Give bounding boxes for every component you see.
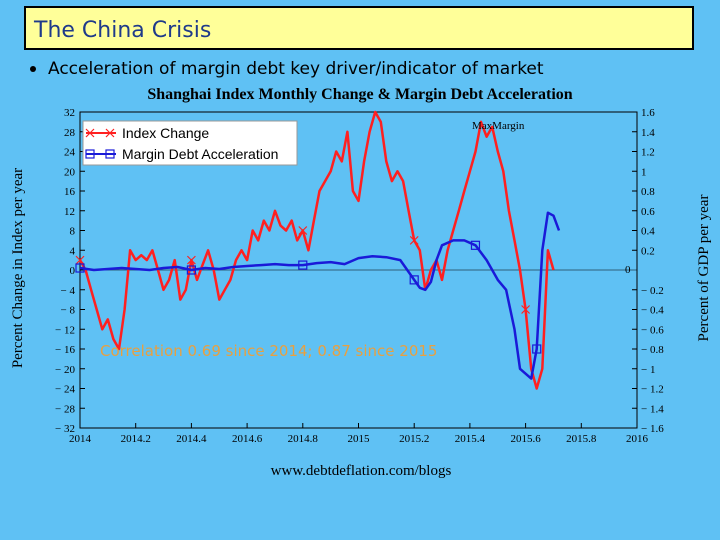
right-zero-label: 0 bbox=[625, 264, 631, 276]
x-tick-label: 2015.6 bbox=[510, 433, 541, 445]
y-right-tick-label: 1.6 bbox=[641, 107, 655, 119]
index-marker bbox=[75, 255, 85, 265]
x-tick-label: 2014.6 bbox=[232, 433, 263, 445]
y-left-tick-label: 4 bbox=[70, 245, 76, 257]
slide-title-box: The China Crisis bbox=[24, 6, 694, 50]
x-tick-label: 2014.4 bbox=[176, 433, 207, 445]
index-marker bbox=[521, 305, 531, 314]
y-left-tick-label: − 4 bbox=[61, 285, 76, 297]
margin-marker bbox=[409, 275, 419, 285]
margin-marker bbox=[186, 265, 196, 275]
y-left-tick-label: − 8 bbox=[61, 305, 76, 317]
legend-label: Margin Debt Acceleration bbox=[122, 146, 278, 162]
x-tick-label: 2015.4 bbox=[455, 433, 486, 445]
y-right-tick-label: − 0.2 bbox=[641, 285, 664, 297]
series-line-margin-debt bbox=[79, 211, 561, 380]
legend-marker bbox=[85, 128, 95, 138]
margin-marker bbox=[470, 240, 481, 250]
slide-title: The China Crisis bbox=[34, 18, 212, 43]
y-right-tick-label: − 1 bbox=[641, 364, 655, 376]
margin-marker bbox=[532, 344, 542, 354]
max-margin-label: MaxMargin bbox=[472, 120, 525, 132]
x-tick-label: 2015.2 bbox=[399, 433, 429, 445]
y-right-tick-label: − 1.6 bbox=[641, 423, 664, 435]
y-right-tick-label: − 0.4 bbox=[641, 305, 664, 317]
y-right-tick-label: − 1.4 bbox=[641, 403, 664, 415]
y-left-tick-label: − 12 bbox=[55, 324, 75, 336]
legend-marker bbox=[105, 128, 115, 138]
y-left-tick-label: 12 bbox=[64, 206, 75, 218]
y-right-tick-label: 1.2 bbox=[641, 147, 655, 159]
legend-marker bbox=[105, 149, 115, 159]
x-tick-label: 2015.8 bbox=[566, 433, 597, 445]
y-right-tick-label: − 1.2 bbox=[641, 384, 664, 396]
y-right-tick-label: 0.6 bbox=[641, 206, 655, 218]
y-left-tick-label: − 24 bbox=[55, 384, 75, 396]
legend: Index Change Margin Debt Acceleration bbox=[82, 120, 298, 166]
y-left-tick-label: 28 bbox=[64, 127, 76, 139]
bullet-text: Acceleration of margin debt key driver/i… bbox=[48, 59, 544, 79]
x-tick-label: 2016 bbox=[626, 433, 649, 445]
source-label: www.debtdeflation.com/blogs bbox=[271, 463, 452, 479]
y-left-tick-label: − 28 bbox=[55, 403, 75, 415]
chart-title: Shanghai Index Monthly Change & Margin D… bbox=[147, 86, 572, 103]
margin-marker bbox=[75, 263, 85, 273]
y-right-tick-label: 0.4 bbox=[641, 226, 655, 238]
series-line-index-change bbox=[78, 110, 555, 390]
y-left-tick-label: 16 bbox=[64, 186, 76, 198]
index-marker bbox=[409, 235, 419, 245]
legend-label: Index Change bbox=[122, 125, 209, 141]
bullet-icon bbox=[30, 66, 36, 72]
y-left-tick-label: 0 bbox=[70, 265, 76, 277]
y-right-tick-label: − 0.8 bbox=[641, 344, 664, 356]
y-right-tick-label: 1 bbox=[641, 166, 647, 178]
index-marker bbox=[298, 226, 308, 235]
y-right-tick-label: − 0.6 bbox=[641, 324, 664, 336]
y-left-tick-label: 24 bbox=[64, 147, 76, 159]
y-right-tick-label: 0.2 bbox=[641, 245, 655, 257]
x-tick-label: 2015 bbox=[348, 433, 371, 445]
index-marker bbox=[186, 255, 196, 265]
y-left-tick-label: − 16 bbox=[55, 344, 75, 356]
x-tick-label: 2014 bbox=[69, 433, 92, 445]
y-axis-label-left: Percent Change in Index per year bbox=[10, 168, 26, 368]
y-axis-label-right: Percent of GDP per year bbox=[696, 195, 712, 342]
y-left-tick-label: − 32 bbox=[55, 423, 75, 435]
margin-marker bbox=[298, 260, 308, 270]
y-left-tick-label: 8 bbox=[70, 226, 76, 238]
x-tick-label: 2014.8 bbox=[288, 433, 319, 445]
y-right-tick-label: 1.4 bbox=[641, 127, 655, 139]
y-right-tick-label: 0.8 bbox=[641, 186, 655, 198]
y-left-tick-label: 20 bbox=[64, 166, 76, 178]
x-tick-label: 2014.2 bbox=[121, 433, 151, 445]
y-left-tick-label: − 20 bbox=[55, 364, 75, 376]
legend-marker bbox=[85, 149, 95, 159]
y-left-tick-label: 32 bbox=[64, 107, 75, 119]
bullet-point: Acceleration of margin debt key driver/i… bbox=[30, 59, 544, 79]
correlation-annotation: Correlation 0.69 since 2014; 0.87 since … bbox=[100, 342, 437, 360]
